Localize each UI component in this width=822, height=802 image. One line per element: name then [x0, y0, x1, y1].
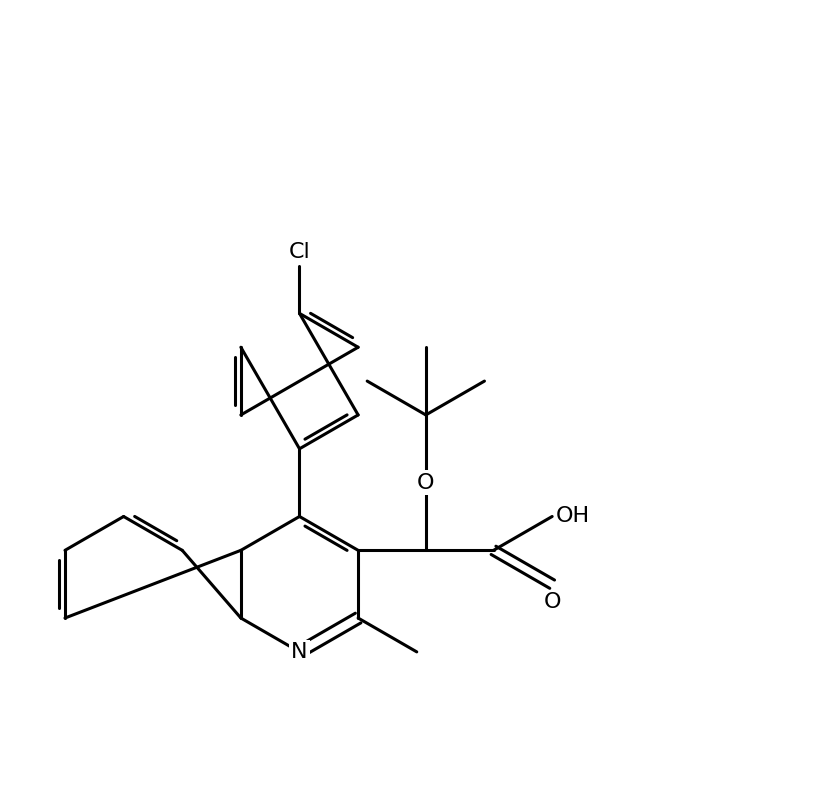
- Text: N: N: [291, 642, 307, 662]
- Text: O: O: [417, 472, 435, 492]
- Text: Cl: Cl: [289, 242, 311, 262]
- Text: O: O: [543, 592, 561, 612]
- Text: OH: OH: [556, 507, 590, 526]
